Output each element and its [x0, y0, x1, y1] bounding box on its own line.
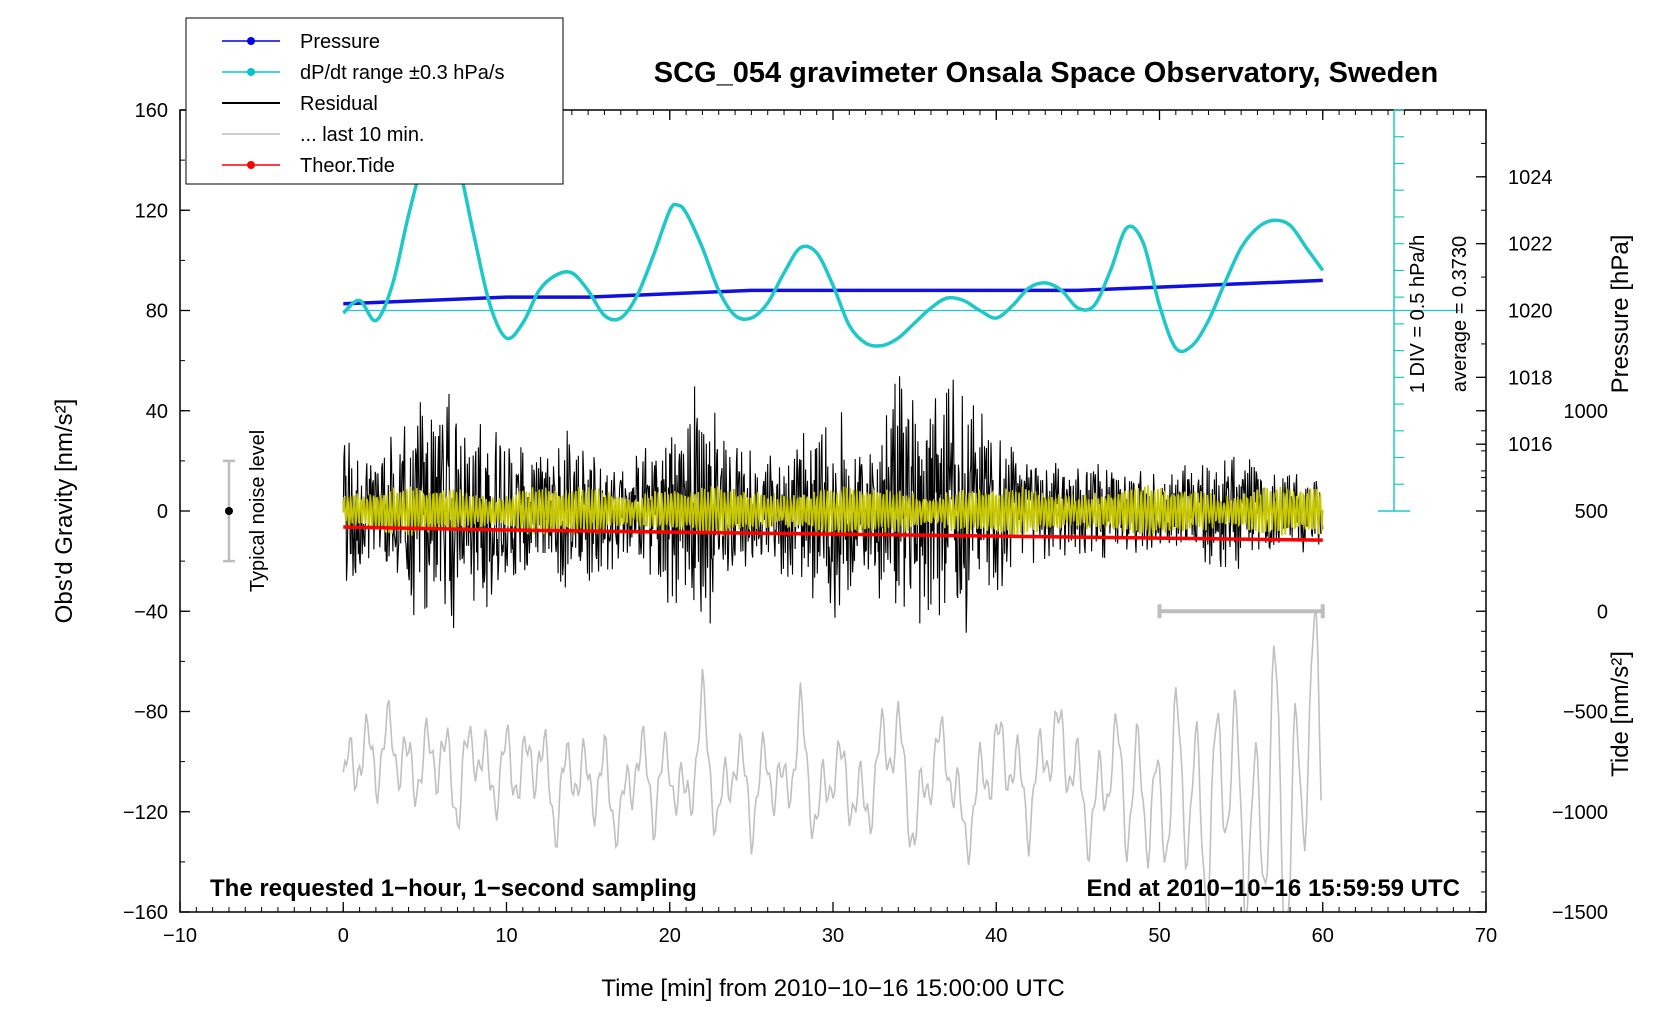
footer-note-right: End at 2010−10−16 15:59:59 UTC: [1086, 875, 1460, 902]
legend-marker-1: [247, 68, 255, 76]
tide-tick-label: −1500: [1552, 902, 1608, 924]
legend-marker-4: [247, 161, 255, 169]
pressure-tick-label: 1022: [1508, 234, 1553, 256]
x-tick-label: 70: [1475, 925, 1497, 947]
pressure-series-line: [343, 278, 1323, 306]
residual-filtered-series-line: [342, 485, 1324, 538]
y-tick-label: −80: [134, 702, 168, 724]
tide-series-line: [343, 525, 1323, 542]
y-tick-label: −40: [134, 601, 168, 623]
y-tick-label: 80: [146, 301, 168, 323]
legend-label-4: Theor.Tide: [300, 155, 395, 177]
x-tick-label: 20: [659, 925, 681, 947]
legend-label-2: Residual: [300, 93, 378, 115]
tide-tick-label: 500: [1575, 501, 1608, 523]
y-axis-title-tide: Tide [nm/s²]: [1607, 651, 1634, 777]
footer-note-left: The requested 1−hour, 1−second sampling: [210, 875, 697, 902]
legend-box: [185, 17, 564, 185]
legend-label-1: dP/dt range ±0.3 hPa/s: [300, 62, 504, 84]
legend-marker-0: [247, 37, 255, 45]
noise-level-center-dot: [224, 507, 233, 515]
x-tick-label: 30: [822, 925, 844, 947]
y-axis-title-pressure: Pressure [hPa]: [1607, 235, 1634, 394]
tide-tick-label: −1000: [1552, 802, 1608, 824]
x-tick-label: 40: [985, 925, 1007, 947]
tide-tick-label: 0: [1597, 601, 1608, 623]
dpdt-scale-label: 1 DIV = 0.5 hPa/h: [1407, 235, 1429, 393]
legend: Pressure dP/dt range ±0.3 hPa/s Residual..…: [185, 17, 564, 185]
y-tick-label: 120: [135, 200, 168, 222]
x-tick-label: 10: [495, 925, 517, 947]
x-tick-label: −10: [163, 925, 197, 947]
y-axis-title-left: Obs'd Gravity [nm/s²]: [51, 399, 78, 624]
noise-level-label: Typical noise level: [247, 430, 269, 592]
pressure-tick-label: 1020: [1508, 301, 1553, 323]
chart-title: SCG_054 gravimeter Onsala Space Observat…: [654, 57, 1438, 89]
pressure-tick-label: 1024: [1508, 167, 1553, 189]
dpdt-series-line: [342, 120, 1325, 354]
y-tick-label: −160: [123, 902, 168, 924]
last10-series-line: [342, 610, 1322, 912]
pressure-tick-label: 1016: [1508, 434, 1553, 456]
x-tick-label: 0: [338, 925, 349, 947]
y-tick-label: 0: [157, 501, 168, 523]
tide-tick-label: 1000: [1564, 401, 1609, 423]
pressure-tick-label: 1018: [1508, 367, 1553, 389]
y-tick-label: −120: [123, 802, 168, 824]
x-axis-title: Time [min] from 2010−10−16 15:00:00 UTC: [601, 975, 1064, 1002]
x-tick-label: 50: [1148, 925, 1170, 947]
tide-tick-label: −500: [1563, 702, 1608, 724]
legend-label-3: ... last 10 min.: [300, 124, 425, 146]
y-tick-label: 40: [146, 401, 168, 423]
y-tick-label: 160: [135, 100, 168, 122]
dpdt-average-label: average = 0.3730: [1449, 236, 1471, 392]
x-tick-label: 60: [1312, 925, 1334, 947]
legend-label-0: Pressure: [300, 31, 380, 53]
